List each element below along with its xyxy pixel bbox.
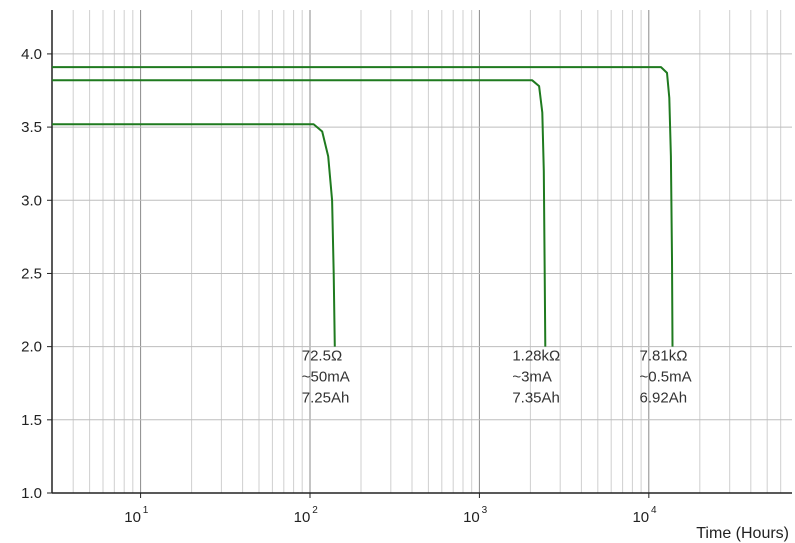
- y-tick-label: 3.5: [21, 119, 42, 136]
- series-line-3: [52, 66, 674, 347]
- grid-minor: [72, 10, 782, 493]
- annotation-line: ~50mA: [302, 369, 350, 386]
- annotation-line: ~0.5mA: [640, 369, 692, 386]
- x-tick-labels: 10 1 10 2 10 3 10 4: [124, 505, 657, 526]
- y-tick-label: 1.0: [21, 485, 42, 502]
- x-tick-label: 10: [294, 509, 311, 526]
- x-tick-exponent: 4: [651, 505, 657, 516]
- annotation-line: 7.35Ah: [512, 390, 560, 407]
- grid-major: [52, 10, 792, 493]
- axes: [47, 10, 792, 498]
- series-annotations: 72.5Ω ~50mA 7.25Ah 1.28kΩ ~3mA 7.35Ah 7.81kΩ ~…: [302, 348, 692, 407]
- y-tick-label: 2.5: [21, 265, 42, 282]
- x-tick-label: 10: [463, 509, 480, 526]
- annotation-line: ~3mA: [512, 369, 552, 386]
- y-tick-label: 4.0: [21, 46, 42, 63]
- x-tick-exponent: 2: [312, 505, 318, 516]
- x-axis-label: Time (Hours): [696, 525, 789, 542]
- x-tick-label: 10: [632, 509, 649, 526]
- annotation-line: 7.25Ah: [302, 390, 350, 407]
- annotation-line: 72.5Ω: [302, 348, 342, 365]
- annotation-line: 7.81kΩ: [640, 348, 688, 365]
- x-tick-exponent: 1: [143, 505, 149, 516]
- series-line-2: [52, 79, 547, 347]
- annotation-line: 6.92Ah: [640, 390, 688, 407]
- y-tick-label: 3.0: [21, 192, 42, 209]
- y-tick-label: 1.5: [21, 412, 42, 429]
- series-line-1: [52, 123, 336, 347]
- y-tick-labels: 1.0 1.5 2.0 2.5 3.0 3.5 4.0: [21, 46, 42, 502]
- y-tick-label: 2.0: [21, 339, 42, 356]
- x-tick-label: 10: [124, 509, 141, 526]
- series-lines: [52, 66, 674, 347]
- x-tick-exponent: 3: [482, 505, 488, 516]
- annotation-line: 1.28kΩ: [512, 348, 560, 365]
